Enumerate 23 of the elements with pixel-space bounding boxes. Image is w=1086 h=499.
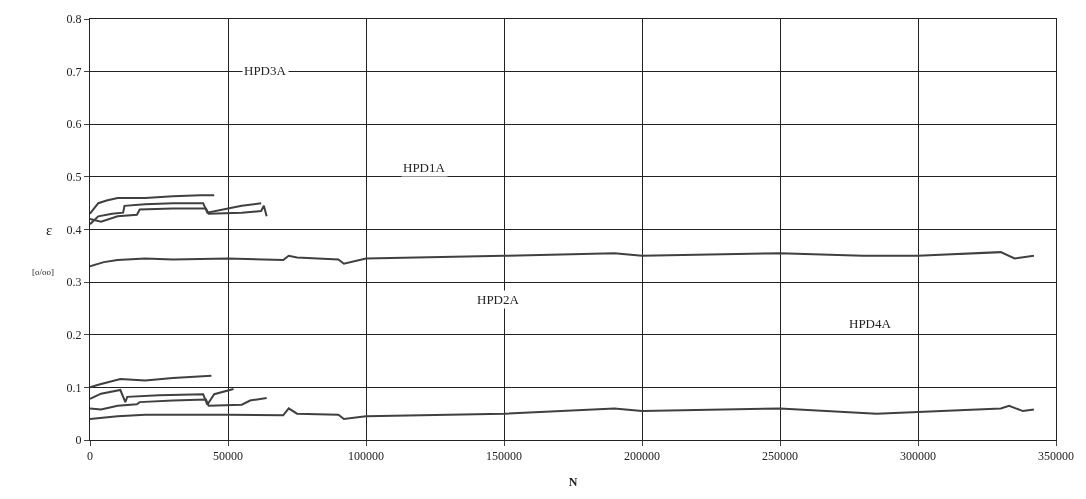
x-tick-label: 50000 [213,449,243,464]
annotation: HPD3A [244,63,287,78]
y-tick-label: 0.6 [66,117,82,132]
y-tick-label: 0.7 [66,64,82,79]
annotation: HPD2A [477,292,520,307]
y-tick-label: 0.5 [66,170,82,185]
x-tick-label: 250000 [762,449,798,464]
x-tick-label: 350000 [1038,449,1074,464]
x-axis-title: N [568,475,578,490]
annotation: HPD1A [403,160,446,175]
x-tick-label: 200000 [624,449,660,464]
y-tick-label: 0.3 [66,275,82,290]
x-tick-label: 300000 [900,449,936,464]
x-tick-label: 150000 [486,449,522,464]
y-tick-label: 0.8 [66,12,82,27]
x-tick-label: 0 [87,449,93,464]
y-tick-label: 0.4 [66,222,82,237]
text: ε [o/oo] [32,222,54,277]
annotation: HPD4A [849,316,892,331]
y-tick-label: 0 [75,433,82,448]
y-tick-label: 0.1 [66,380,82,395]
y-tick-label: 0.2 [66,327,82,342]
x-tick-label: 100000 [348,449,384,464]
